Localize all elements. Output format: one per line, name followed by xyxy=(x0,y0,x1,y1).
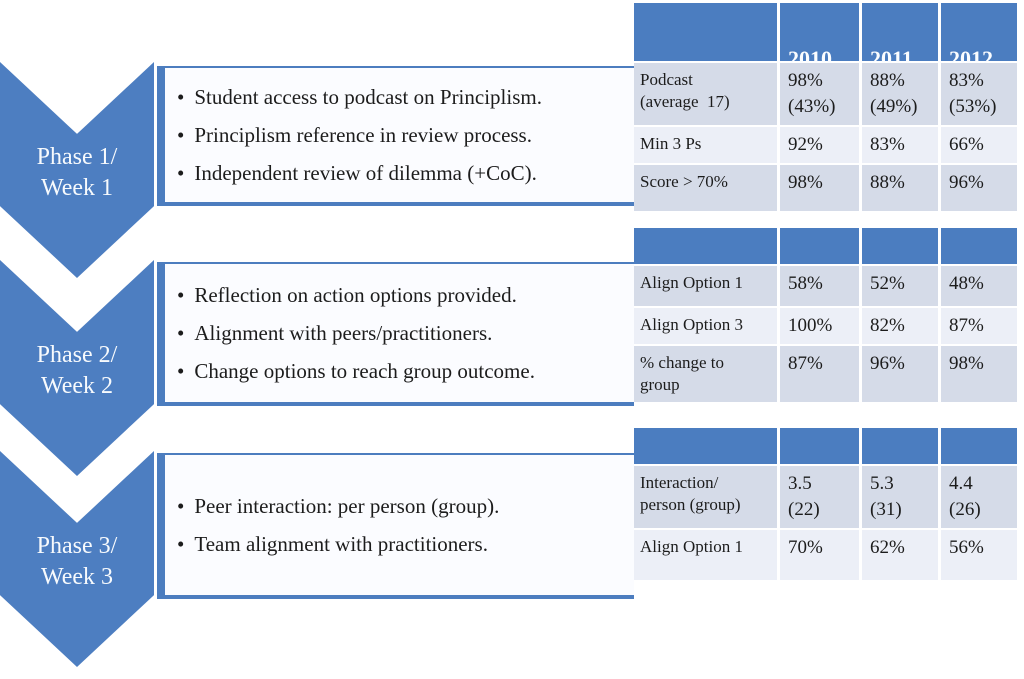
year-header-cell: 2010 xyxy=(780,228,859,294)
bullet-item: • Alignment with peers/practitioners. xyxy=(177,314,634,352)
corner-header-cell xyxy=(634,228,777,264)
value-cell: 100% xyxy=(780,308,859,344)
phase-1-results-table: 2010 (n = 127) 2011 (n = 125) 2012 (n = … xyxy=(634,3,1017,211)
bullet-text: Principlism reference in review process. xyxy=(194,123,532,147)
bullet-icon: • xyxy=(177,161,185,185)
bullet-item: • Team alignment with practitioners. xyxy=(177,525,634,563)
bullet-item: • Peer interaction: per person (group). xyxy=(177,487,634,525)
row-label-cell: Align Option 1 xyxy=(634,530,777,580)
bullet-item: • Principlism reference in review proces… xyxy=(177,116,634,154)
bullet-icon: • xyxy=(177,494,185,518)
year-header-cell: 2012 (n = 148) xyxy=(941,3,1017,123)
year-header-cell: 2012 xyxy=(941,428,1017,494)
phase-3-chevron: Phase 3/ Week 3 xyxy=(0,451,154,667)
value-cell: 4.4 (26) xyxy=(941,466,1017,528)
value-cell: 83% xyxy=(862,127,938,163)
bullet-item: • Reflection on action options provided. xyxy=(177,276,634,314)
bullet-icon: • xyxy=(177,85,185,109)
year-header-cell: 2011 xyxy=(862,428,938,494)
bullet-text: Alignment with peers/practitioners. xyxy=(194,321,493,345)
value-cell: 87% xyxy=(941,308,1017,344)
phase-2-results-table: 2010 2011 2012 Align Option 1 58% 52% 48… xyxy=(634,228,1017,402)
phase-2-bullet-box: • Reflection on action options provided.… xyxy=(157,262,634,406)
bullet-icon: • xyxy=(177,123,185,147)
bullet-icon: • xyxy=(177,321,185,345)
value-cell: 92% xyxy=(780,127,859,163)
value-cell: 98% xyxy=(780,165,859,211)
row-label-cell: Podcast (average 17) xyxy=(634,63,777,125)
bullet-text: Reflection on action options provided. xyxy=(194,283,517,307)
value-cell: 5.3 (31) xyxy=(862,466,938,528)
phase-3-label: Phase 3/ Week 3 xyxy=(36,533,118,590)
value-cell: 88% xyxy=(862,165,938,211)
value-cell: 3.5 (22) xyxy=(780,466,859,528)
phase-2-chevron: Phase 2/ Week 2 xyxy=(0,260,154,476)
value-cell: 52% xyxy=(862,266,938,306)
value-cell: 98% xyxy=(941,346,1017,402)
bullet-text: Student access to podcast on Principlism… xyxy=(194,85,542,109)
value-cell: 82% xyxy=(862,308,938,344)
value-cell: 96% xyxy=(862,346,938,402)
value-cell: 70% xyxy=(780,530,859,580)
bullet-text: Team alignment with practitioners. xyxy=(194,532,488,556)
phase-3-results-table: 2010 2011 2012 Interaction/ person (grou… xyxy=(634,428,1017,580)
value-cell: 58% xyxy=(780,266,859,306)
year-header-cell: 2011 (n = 125) xyxy=(862,3,938,123)
year-header-cell: 2010 xyxy=(780,428,859,494)
value-cell: 83% (53%) xyxy=(941,63,1017,125)
corner-header-cell xyxy=(634,428,777,464)
row-label-cell: Align Option 1 xyxy=(634,266,777,306)
year-header-cell: 2011 xyxy=(862,228,938,294)
value-cell: 98% (43%) xyxy=(780,63,859,125)
phase-1-chevron: Phase 1/ Week 1 xyxy=(0,62,154,278)
row-label-cell: % change to group xyxy=(634,346,777,402)
bullet-icon: • xyxy=(177,532,185,556)
value-cell: 96% xyxy=(941,165,1017,211)
bullet-text: Change options to reach group outcome. xyxy=(194,359,535,383)
row-label-cell: Min 3 Ps xyxy=(634,127,777,163)
value-cell: 87% xyxy=(780,346,859,402)
bullet-item: • Change options to reach group outcome. xyxy=(177,352,634,390)
value-cell: 66% xyxy=(941,127,1017,163)
bullet-text: Independent review of dilemma (+CoC). xyxy=(194,161,537,185)
phase-3-bullet-box: • Peer interaction: per person (group). … xyxy=(157,453,634,599)
year-header-cell: 2012 xyxy=(941,228,1017,294)
bullet-icon: • xyxy=(177,283,185,307)
value-cell: 48% xyxy=(941,266,1017,306)
year-header-cell: 2010 (n = 127) xyxy=(780,3,859,123)
corner-header-cell xyxy=(634,3,777,61)
phase-1-label: Phase 1/ Week 1 xyxy=(36,144,118,201)
value-cell: 56% xyxy=(941,530,1017,580)
phase-2-label: Phase 2/ Week 2 xyxy=(36,342,118,399)
bullet-item: • Student access to podcast on Principli… xyxy=(177,78,634,116)
bullet-item: • Independent review of dilemma (+CoC). xyxy=(177,154,634,192)
row-label-cell: Align Option 3 xyxy=(634,308,777,344)
row-label-cell: Score > 70% xyxy=(634,165,777,211)
row-label-cell: Interaction/ person (group) xyxy=(634,466,777,528)
value-cell: 88% (49%) xyxy=(862,63,938,125)
value-cell: 62% xyxy=(862,530,938,580)
bullet-icon: • xyxy=(177,359,185,383)
phase-1-bullet-box: • Student access to podcast on Principli… xyxy=(157,66,634,206)
bullet-text: Peer interaction: per person (group). xyxy=(194,494,500,518)
